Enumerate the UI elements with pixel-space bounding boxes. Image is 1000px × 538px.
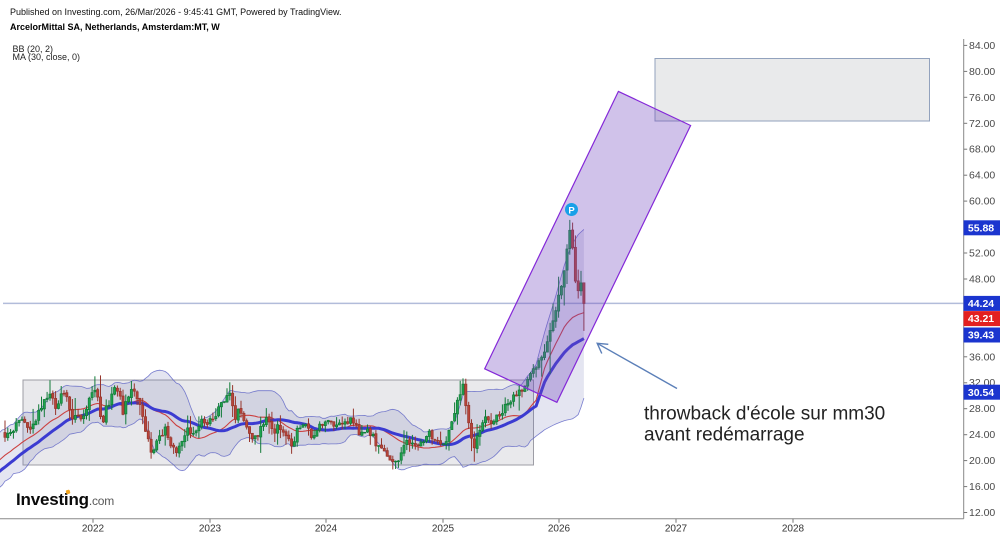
svg-text:80.00: 80.00: [969, 66, 995, 78]
svg-text:2024: 2024: [315, 524, 338, 535]
svg-text:avant redémarrage: avant redémarrage: [644, 425, 805, 446]
svg-text:43.21: 43.21: [968, 313, 994, 325]
svg-text:16.00: 16.00: [969, 481, 995, 493]
svg-text:55.88: 55.88: [968, 222, 994, 234]
svg-text:12.00: 12.00: [969, 507, 995, 519]
svg-text:84.00: 84.00: [969, 40, 995, 52]
svg-text:30.54: 30.54: [968, 387, 994, 399]
svg-text:36.00: 36.00: [969, 351, 995, 363]
svg-text:throwback d'école sur mm30: throwback d'école sur mm30: [644, 404, 885, 425]
svg-text:2025: 2025: [432, 524, 455, 535]
svg-text:44.24: 44.24: [968, 298, 994, 310]
svg-text:39.43: 39.43: [968, 330, 994, 342]
svg-text:48.00: 48.00: [969, 274, 995, 286]
svg-text:68.00: 68.00: [969, 144, 995, 156]
svg-text:28.00: 28.00: [969, 403, 995, 415]
svg-text:76.00: 76.00: [969, 92, 995, 104]
svg-text:64.00: 64.00: [969, 170, 995, 182]
svg-text:72.00: 72.00: [969, 118, 995, 130]
svg-text:2027: 2027: [665, 524, 688, 535]
svg-text:24.00: 24.00: [969, 429, 995, 441]
svg-text:2022: 2022: [82, 524, 105, 535]
svg-text:2023: 2023: [199, 524, 222, 535]
svg-text:20.00: 20.00: [969, 455, 995, 467]
svg-text:2028: 2028: [782, 524, 805, 535]
svg-text:2026: 2026: [548, 524, 571, 535]
svg-text:52.00: 52.00: [969, 248, 995, 260]
svg-text:P: P: [568, 206, 575, 217]
svg-text:60.00: 60.00: [969, 196, 995, 208]
